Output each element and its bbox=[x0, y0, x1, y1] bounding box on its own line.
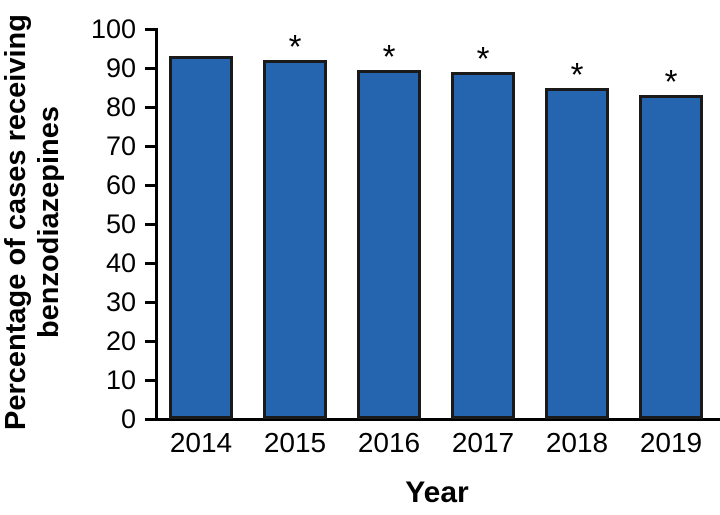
y-tick-mark-80 bbox=[145, 105, 155, 109]
x-tick-label-2016: 2016 bbox=[357, 427, 421, 458]
x-axis-line bbox=[155, 418, 720, 421]
bar-2019 bbox=[639, 95, 703, 419]
bar-2015 bbox=[263, 60, 327, 419]
x-tick-label-2019: 2019 bbox=[639, 427, 703, 458]
bar-2017 bbox=[451, 71, 515, 419]
x-tick-label-2014: 2014 bbox=[169, 427, 233, 458]
significance-asterisk-2019: * bbox=[664, 63, 678, 101]
y-tick-label-60: 60 bbox=[105, 170, 136, 200]
y-tick-mark-40 bbox=[145, 261, 155, 265]
bar-2018 bbox=[545, 87, 609, 419]
x-axis-title: Year bbox=[405, 476, 469, 509]
y-tick-mark-0 bbox=[145, 417, 155, 421]
bar-2016 bbox=[357, 69, 421, 419]
y-tick-mark-50 bbox=[145, 222, 155, 226]
significance-asterisk-2017: * bbox=[476, 39, 490, 77]
x-tick-label-2018: 2018 bbox=[545, 427, 609, 458]
x-tick-label-2017: 2017 bbox=[451, 427, 515, 458]
y-tick-mark-90 bbox=[145, 66, 155, 70]
y-tick-label-20: 20 bbox=[105, 326, 136, 356]
significance-asterisk-2016: * bbox=[382, 37, 396, 75]
y-tick-mark-30 bbox=[145, 300, 155, 304]
y-tick-label-30: 30 bbox=[105, 287, 136, 317]
y-tick-label-80: 80 bbox=[105, 92, 136, 122]
y-tick-label-40: 40 bbox=[105, 248, 136, 278]
x-tick-label-2015: 2015 bbox=[263, 427, 327, 458]
y-tick-mark-20 bbox=[145, 339, 155, 343]
significance-asterisk-2015: * bbox=[288, 28, 302, 66]
y-tick-mark-70 bbox=[145, 144, 155, 148]
y-tick-label-100: 100 bbox=[90, 14, 136, 44]
y-tick-mark-100 bbox=[145, 27, 155, 31]
y-tick-label-90: 90 bbox=[105, 53, 136, 83]
y-axis-line bbox=[155, 28, 158, 421]
y-tick-label-0: 0 bbox=[120, 404, 136, 434]
bar-2014 bbox=[169, 56, 233, 419]
y-tick-mark-10 bbox=[145, 378, 155, 382]
significance-asterisk-2018: * bbox=[570, 55, 584, 93]
y-tick-mark-60 bbox=[145, 183, 155, 187]
y-tick-label-70: 70 bbox=[105, 131, 136, 161]
y-tick-label-50: 50 bbox=[105, 209, 136, 239]
y-tick-label-10: 10 bbox=[105, 365, 136, 395]
